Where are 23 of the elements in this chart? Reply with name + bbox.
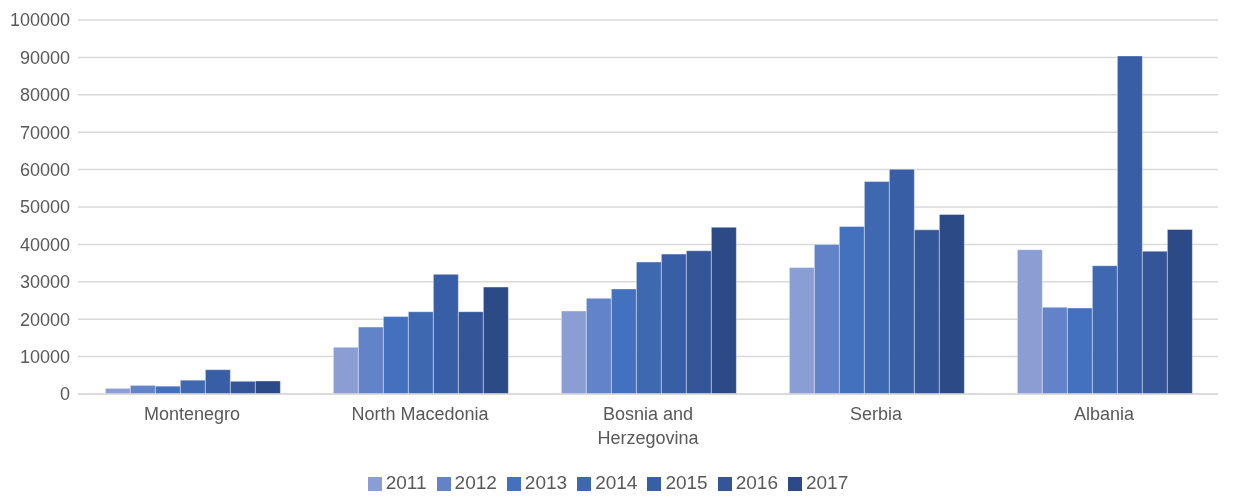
x-tick-label: Serbia [849,404,903,424]
legend-label: 2011 [385,472,427,493]
y-tick-label: 100000 [9,10,70,31]
y-tick-label: 90000 [19,47,70,68]
legend-label: 2012 [454,472,497,493]
y-tick-label: 30000 [19,272,70,293]
y-tick-label: 40000 [19,234,70,255]
x-tick-label: Albania [1073,404,1136,424]
y-tick-label: 70000 [19,122,70,143]
legend-label: 2015 [665,472,708,493]
legend-label: 2016 [735,472,778,493]
y-tick-label: 80000 [19,85,70,106]
legend-label: 2013 [524,472,568,493]
legend-label: 2017 [805,472,849,493]
y-tick-label: 20000 [19,309,70,330]
y-tick-label: 50000 [19,197,70,218]
legend-label: 2014 [595,472,638,493]
x-tick-label: Montenegro [143,404,241,424]
x-tick-label: Bosnia and Herzegovina [597,404,700,448]
y-tick-label: 10000 [19,346,70,367]
y-tick-label: 0 [59,384,70,405]
y-tick-label: 60000 [19,159,70,180]
x-tick-label: North Macedonia [351,404,490,424]
